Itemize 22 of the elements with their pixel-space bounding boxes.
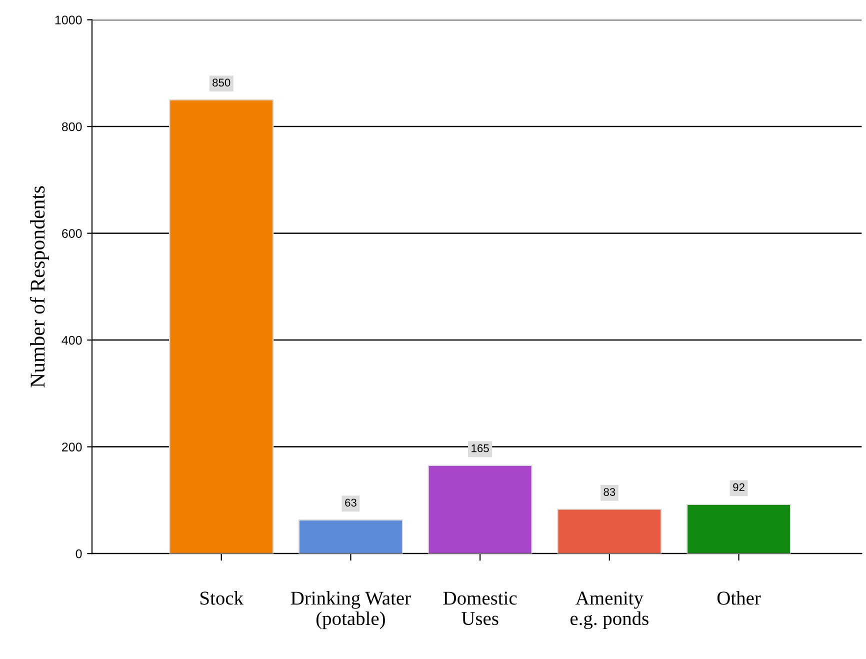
y-tick-label: 200 [62, 442, 82, 452]
x-tick-label: Other [717, 591, 761, 605]
bar [557, 508, 662, 554]
y-tick-label: 0 [76, 549, 82, 558]
x-tick-label: Drinking Water (potable) [290, 591, 411, 630]
bar [428, 464, 532, 554]
data-label: 92 [733, 483, 744, 492]
x-tick-label: Amenity e.g. ponds [570, 592, 648, 630]
y-tick-label: 600 [62, 229, 82, 238]
x-tick-label: Stock [200, 591, 244, 605]
bar [686, 504, 792, 554]
y-tick-label: 400 [62, 336, 82, 345]
y-tick-label: 1000 [55, 16, 82, 24]
bar [169, 99, 274, 554]
bar [298, 519, 404, 554]
data-label: 850 [212, 78, 230, 87]
y-tick-label: 800 [62, 122, 82, 132]
data-label: 83 [604, 488, 616, 496]
y-axis-title: Number of Respondents [30, 186, 49, 388]
data-label: 63 [345, 498, 356, 507]
x-tick-label: Domestic Uses [443, 592, 517, 626]
data-label: 165 [472, 444, 489, 452]
